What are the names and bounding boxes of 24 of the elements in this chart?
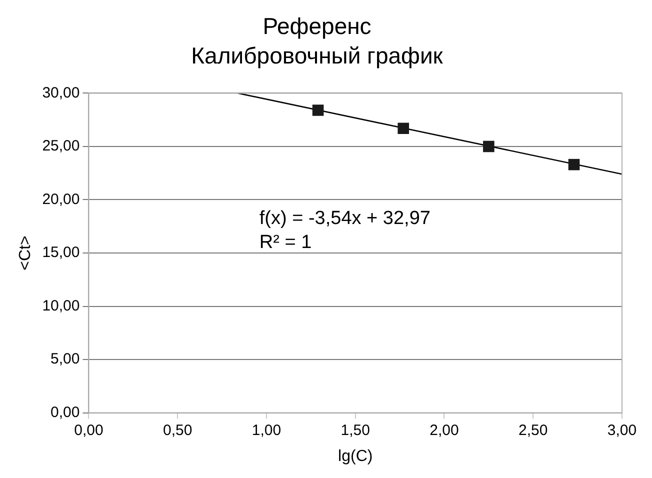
point [312,104,324,116]
y-tick-label: 15,00 [42,244,80,262]
point [398,122,410,134]
y-tick-label: 0,00 [50,404,80,421]
y-tick-label: 30,00 [42,84,80,102]
x-tick-label: 0,00 [74,422,104,439]
chart-title: Референс [262,13,372,40]
annotation: R² = 1 [259,232,312,254]
x-tick-label: 0,50 [163,422,192,439]
point [483,140,494,152]
y-tick-label: 20,00 [42,190,80,208]
x-tick-label: 2,50 [518,422,548,439]
x-axis-title: lg(C) [338,448,373,465]
y-axis-title: <Ct> [17,236,34,270]
annotation: f(x) = -3,54x + 32,97 [259,208,430,230]
y-tick-label: 10,00 [42,297,80,314]
x-tick-label: 2,00 [430,422,459,439]
x-tick-label: 3,00 [607,422,637,439]
chart-subtitle: Калибровочный график [191,42,444,69]
x-tick-label: 1,00 [252,422,282,439]
y-tick-label: 5,00 [50,350,80,368]
y-tick-label: 25,00 [42,138,80,155]
point [568,158,580,170]
x-tick-label: 1,50 [340,422,370,439]
